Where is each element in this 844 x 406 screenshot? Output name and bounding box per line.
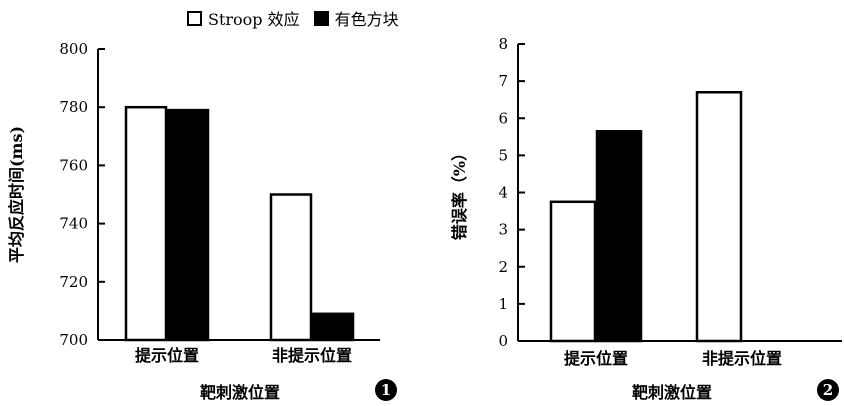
legend-item-color: 有色方块 [313,6,399,30]
chart2-category-label: 非提示位置 [702,349,782,368]
chart1-y-axis-title: 平均反应时间(ms) [7,126,26,263]
chart2-y-tick-label: 3 [498,221,508,239]
chart1-y-tick-label: 780 [59,98,88,116]
legend-label-color: 有色方块 [334,10,399,29]
chart2-category-label: 提示位置 [564,349,628,368]
chart2-y-tick-label: 4 [498,184,508,202]
chart2-y-tick-label: 2 [498,258,508,276]
chart1-y-tick-label: 740 [59,215,88,233]
legend-item-stroop: Stroop 效应 [187,6,300,30]
chart2-panel-badge [817,379,839,401]
chart1-category-label: 提示位置 [135,346,199,365]
chart1-y-tick-label: 800 [59,40,88,58]
chart1-bar-stroop-2 [269,193,313,342]
legend-swatch-black [313,10,329,26]
legend-label-stroop: Stroop 效应 [208,10,300,29]
chart2-y-tick-label: 0 [498,332,508,350]
chart2-panel-number: 2 [823,381,833,399]
chart2-bar-color-1 [595,129,643,343]
chart1-panel-badge [375,379,397,401]
chart1-category-label: 非提示位置 [272,346,352,365]
chart2-x-axis-title: 靶刺激位置 [632,383,712,402]
chart2-bar-stroop-2 [695,91,743,343]
chart2-y-tick-label: 5 [498,146,508,164]
chart2-y-tick-label: 7 [498,72,508,90]
chart2-y-tick-label: 8 [498,35,508,53]
legend-swatch-white [187,10,202,26]
chart1-x-axis-title: 靶刺激位置 [200,383,280,402]
chart2-bar-stroop-1 [549,200,597,343]
chart1-y-tick-label: 720 [59,273,88,291]
chart2-y-tick-label: 1 [498,295,508,313]
chart1-panel-number: 1 [381,381,391,399]
chart1-bar-stroop-1 [124,105,168,342]
chart1-y-tick-label: 760 [59,156,88,174]
chart2-y-axis-title: 错误率（%） [450,145,469,240]
chart1-bar-color-1 [166,108,210,342]
chart1-bar-color-2 [311,312,355,342]
chart2-y-tick-label: 6 [498,109,508,127]
chart1-y-tick-label: 700 [59,331,88,349]
chart-legend: Stroop 效应 有色方块 [187,6,413,30]
